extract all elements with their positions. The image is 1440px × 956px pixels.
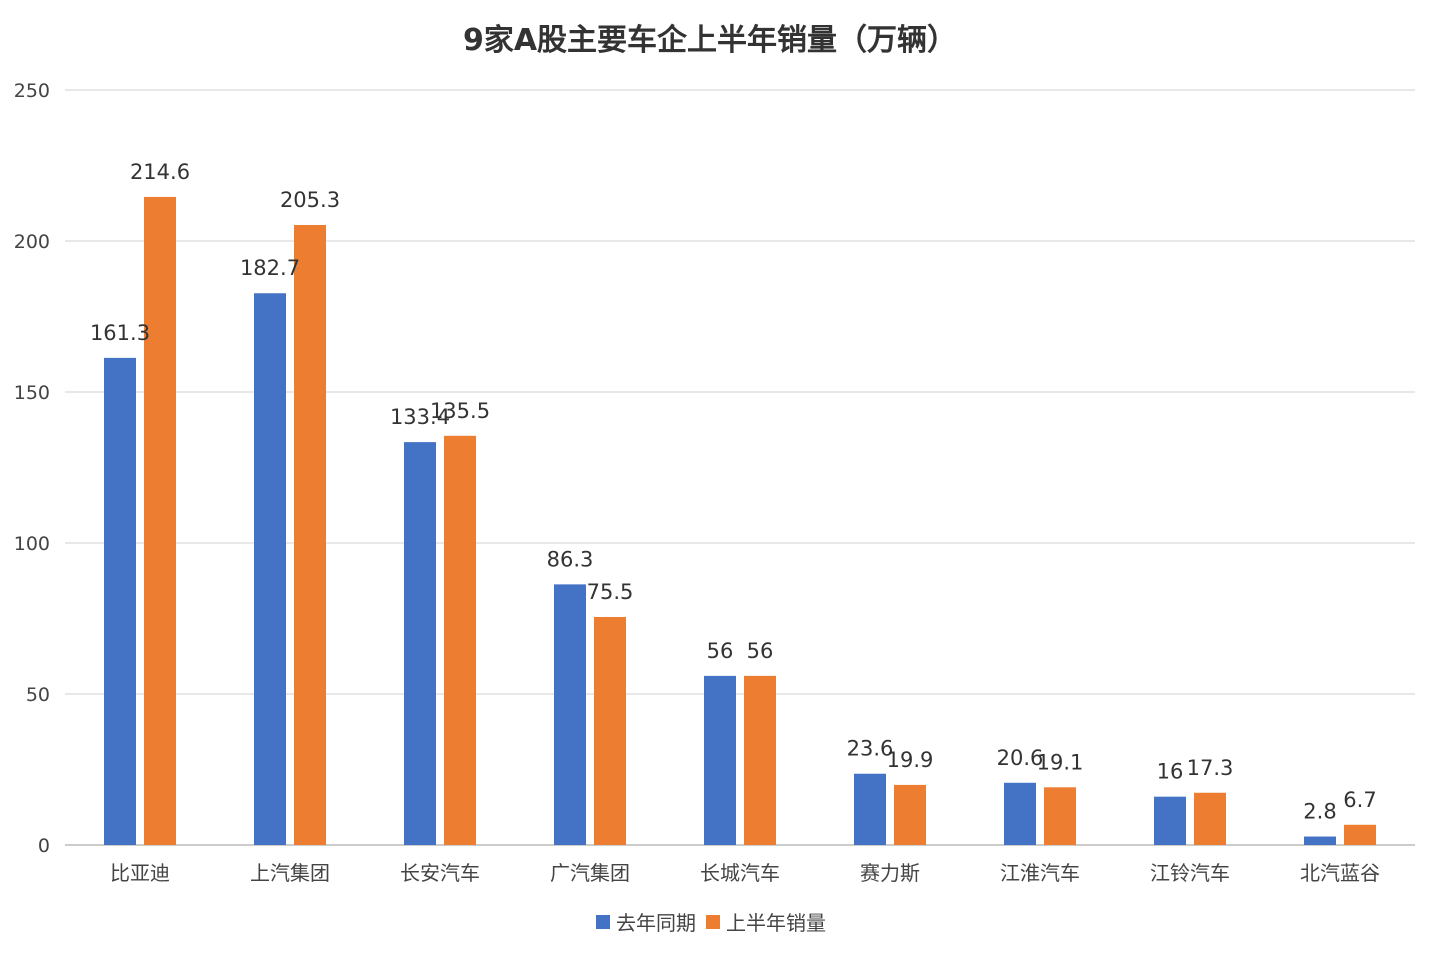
data-label: 23.6 (847, 737, 894, 761)
bar (294, 224, 326, 845)
data-label: 19.1 (1037, 750, 1084, 774)
data-label: 56 (747, 639, 774, 663)
bar (854, 773, 886, 845)
chart-title: 9家A股主要车企上半年销量（万辆） (463, 23, 957, 58)
data-label: 2.8 (1303, 800, 1336, 824)
bar (1344, 824, 1376, 845)
grid: 0 50 100 150 200 250 (14, 80, 1415, 857)
x-tick-label: 北汽蓝谷 (1300, 861, 1380, 885)
x-tick-label: 广汽集团 (550, 861, 630, 885)
y-tick-label: 250 (14, 80, 50, 102)
bar (254, 293, 286, 846)
y-tick-label: 50 (26, 684, 50, 706)
bar (444, 435, 476, 845)
data-label: 135.5 (430, 399, 490, 423)
data-label: 75.5 (587, 580, 634, 604)
bar (554, 584, 586, 845)
data-label: 17.3 (1187, 756, 1234, 780)
bar (404, 442, 436, 845)
y-tick-label: 0 (38, 835, 50, 857)
bars (104, 196, 1376, 846)
data-label: 16 (1157, 760, 1184, 784)
bar (1154, 796, 1186, 845)
bar (704, 675, 736, 845)
data-label: 86.3 (547, 547, 594, 571)
x-tick-label: 长城汽车 (700, 861, 780, 885)
data-label: 20.6 (997, 746, 1044, 770)
x-tick-label: 江淮汽车 (1000, 861, 1080, 885)
legend-label: 去年同期 (616, 911, 696, 935)
bar (1304, 836, 1336, 845)
bar (1194, 792, 1226, 845)
bar (104, 357, 136, 845)
data-label: 56 (707, 639, 734, 663)
bar (594, 616, 626, 845)
legend-swatch (596, 915, 610, 929)
x-tick-label: 比亚迪 (110, 861, 170, 885)
bar (1044, 787, 1076, 845)
data-label: 133.4 (390, 405, 450, 429)
legend: 去年同期 上半年销量 (596, 911, 826, 935)
bar (894, 784, 926, 845)
y-tick-label: 150 (14, 382, 50, 404)
bar (1004, 782, 1036, 845)
x-tick-label: 赛力斯 (860, 861, 920, 885)
data-label: 182.7 (240, 256, 300, 280)
data-label: 161.3 (90, 321, 150, 345)
bar (744, 675, 776, 845)
category-labels: 比亚迪 上汽集团 长安汽车 广汽集团 长城汽车 赛力斯 江淮汽车 江铃汽车 北汽蓝谷 (110, 861, 1380, 885)
bar (144, 196, 176, 845)
legend-label: 上半年销量 (726, 911, 826, 935)
x-tick-label: 长安汽车 (400, 861, 480, 885)
data-label: 205.3 (280, 188, 340, 212)
y-tick-label: 200 (14, 231, 50, 253)
x-tick-label: 上汽集团 (250, 861, 330, 885)
data-label: 19.9 (887, 748, 934, 772)
y-tick-label: 100 (14, 533, 50, 555)
data-label: 214.6 (130, 160, 190, 184)
data-label: 6.7 (1343, 788, 1376, 812)
x-tick-label: 江铃汽车 (1150, 861, 1230, 885)
legend-swatch (706, 915, 720, 929)
